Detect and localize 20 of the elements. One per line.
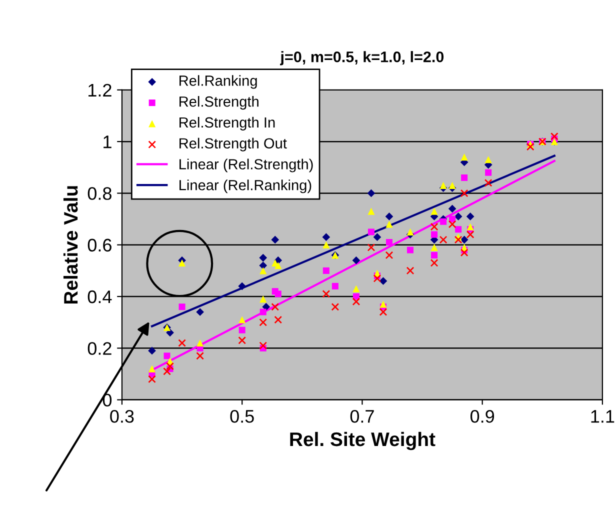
legend-label: Linear (Rel.Strength) [180,158,313,172]
x-tick-label: 0.9 [470,410,494,423]
chart-title: j=0, m=0.5, k=1.0, l=2.0 [280,51,444,66]
y-tick-label: 1.2 [88,84,112,96]
legend-label: Linear (Rel.Ranking) [180,180,312,194]
legend-label: Rel.Ranking [180,75,257,89]
x-tick-label: 0.3 [110,410,134,423]
x-axis-title: Rel. Site Weight [290,432,436,450]
y-axis-title: Relative Valu [63,186,78,304]
x-tick-label: 0.5 [230,410,254,423]
x-tick-label: 1.1 [591,410,614,423]
y-tick-label: 0.8 [88,187,112,200]
legend-label: Rel.Strength Out [180,138,287,152]
y-tick-label: 0.6 [88,238,112,252]
x-tick-label: 0.7 [350,410,374,423]
legend-label: Rel.Strength In [180,116,275,131]
y-tick-label: 0.4 [88,290,112,304]
y-tick-label: 0.2 [88,342,112,355]
legend-label: Rel.Strength [180,96,258,110]
y-tick-label: 1 [104,136,112,148]
